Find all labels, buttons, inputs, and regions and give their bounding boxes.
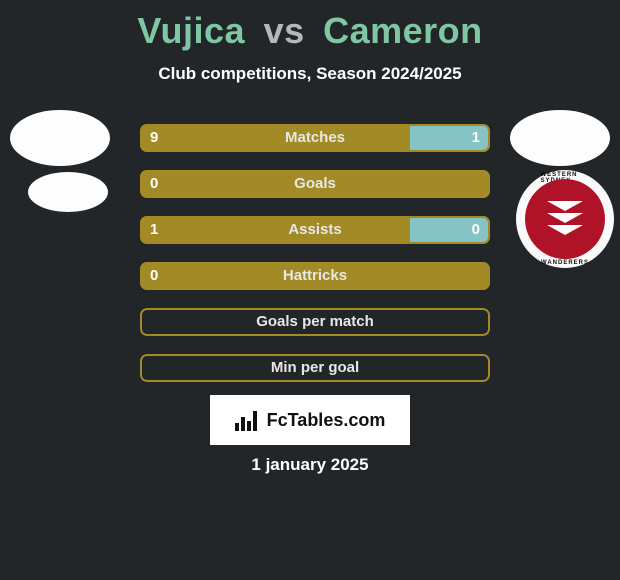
oval-icon — [28, 172, 108, 212]
bar-value-right: 1 — [472, 124, 480, 152]
oval-icon — [10, 110, 110, 166]
left-club-crest-2 — [28, 172, 108, 212]
badge-inner-circle — [525, 179, 605, 259]
stat-bar-row: Assists10 — [140, 216, 490, 244]
bar-seg-left — [140, 262, 490, 290]
stat-bar-row: Goals per match — [140, 308, 490, 336]
subtitle: Club competitions, Season 2024/2025 — [0, 64, 620, 84]
card-title: Vujica vs Cameron — [0, 0, 620, 52]
bar-value-left: 9 — [150, 124, 158, 152]
card-date: 1 january 2025 — [0, 455, 620, 475]
bar-seg-left — [140, 216, 410, 244]
left-club-crest-1 — [10, 110, 110, 166]
comparison-card: Vujica vs Cameron Club competitions, Sea… — [0, 0, 620, 580]
stat-bar-row: Matches91 — [140, 124, 490, 152]
bar-value-left: 0 — [150, 262, 158, 290]
player1-name: Vujica — [137, 10, 245, 51]
bar-value-right: 0 — [472, 216, 480, 244]
stat-bar-row: Goals0 — [140, 170, 490, 198]
watermark-text: FcTables.com — [267, 410, 386, 431]
right-club-badge: WESTERN SYDNEY WANDERERS — [516, 170, 614, 268]
player2-name: Cameron — [323, 10, 483, 51]
stat-bars: Matches91Goals0Assists10Hattricks0Goals … — [140, 124, 490, 400]
stat-bar-row: Min per goal — [140, 354, 490, 382]
bar-seg-left — [140, 308, 490, 336]
bar-value-left: 1 — [150, 216, 158, 244]
right-club-crest-1 — [510, 110, 610, 166]
bar-value-left: 0 — [150, 170, 158, 198]
oval-icon — [510, 110, 610, 166]
vs-text: vs — [264, 10, 305, 51]
bar-seg-left — [140, 170, 490, 198]
badge-text-bottom: WANDERERS — [541, 260, 589, 266]
watermark: FcTables.com — [210, 395, 410, 445]
stat-bar-row: Hattricks0 — [140, 262, 490, 290]
bar-seg-left — [140, 124, 410, 152]
watermark-chart-icon — [235, 409, 261, 431]
bar-seg-left — [140, 354, 490, 382]
badge-logo-icon — [543, 197, 587, 241]
